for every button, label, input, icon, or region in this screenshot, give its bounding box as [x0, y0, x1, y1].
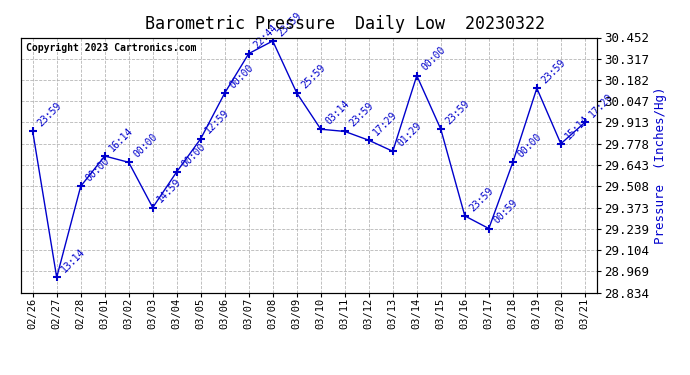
Text: 00:00: 00:00 — [515, 132, 544, 159]
Text: 03:14: 03:14 — [324, 99, 351, 126]
Text: 12:59: 12:59 — [204, 108, 231, 136]
Text: 00:00: 00:00 — [228, 62, 255, 90]
Text: 16:14: 16:14 — [108, 125, 135, 153]
Y-axis label: Pressure  (Inches/Hg): Pressure (Inches/Hg) — [654, 86, 667, 244]
Text: 00:00: 00:00 — [179, 141, 208, 169]
Text: 14:59: 14:59 — [155, 177, 184, 205]
Text: 23:59: 23:59 — [275, 10, 304, 38]
Text: 15:14: 15:14 — [564, 113, 591, 141]
Text: 17:29: 17:29 — [588, 92, 615, 120]
Text: 00:59: 00:59 — [491, 198, 520, 226]
Text: 13:14: 13:14 — [59, 247, 88, 274]
Text: 00:00: 00:00 — [83, 156, 111, 183]
Text: 23:59: 23:59 — [468, 185, 495, 213]
Text: 23:59: 23:59 — [348, 101, 375, 129]
Text: 25:59: 25:59 — [299, 62, 327, 90]
Text: 23:59: 23:59 — [444, 99, 471, 126]
Text: 00:00: 00:00 — [420, 45, 447, 73]
Text: 00:00: 00:00 — [132, 132, 159, 159]
Text: 22:44: 22:44 — [252, 23, 279, 51]
Text: 23:59: 23:59 — [35, 101, 63, 129]
Text: Barometric Pressure  Daily Low  20230322: Barometric Pressure Daily Low 20230322 — [145, 15, 545, 33]
Text: 01:29: 01:29 — [395, 121, 424, 148]
Text: Copyright 2023 Cartronics.com: Copyright 2023 Cartronics.com — [26, 43, 197, 52]
Text: 23:59: 23:59 — [540, 58, 567, 86]
Text: 17:29: 17:29 — [372, 110, 400, 138]
